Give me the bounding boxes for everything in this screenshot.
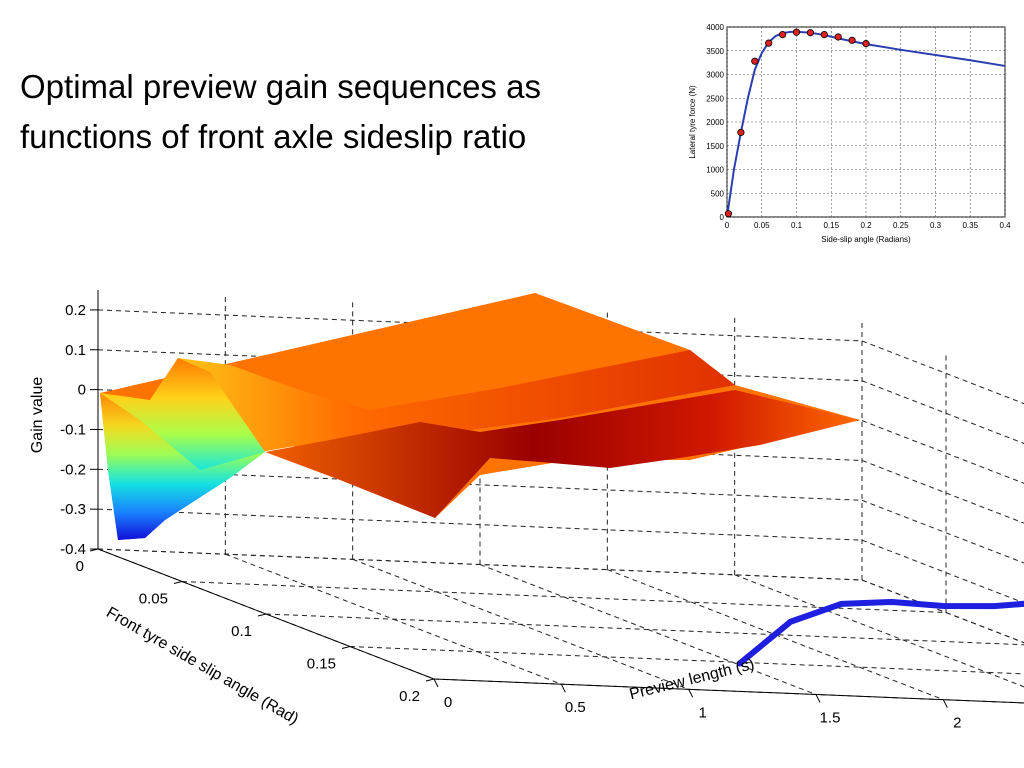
y-tick-mark	[89, 548, 99, 552]
floor-gridline	[349, 646, 1024, 675]
tyre-force-marker	[834, 33, 842, 41]
y-tick-mark	[257, 613, 267, 617]
surface-front-trough	[265, 390, 860, 518]
tyre-force-marker	[862, 40, 870, 48]
z-tick-labels: 0.2 0.1 0 -0.1 -0.2 -0.3 -0.4	[60, 302, 86, 558]
inset-x-tick-labels: 0 0.05 0.1 0.15 0.2 0.25 0.3 0.35 0.4	[725, 221, 1011, 230]
back-wall-gridline	[861, 420, 1024, 484]
tyre-force-marker	[751, 57, 759, 65]
tyre-force-inset-chart: 0 0.05 0.1 0.15 0.2 0.25 0.3 0.35 0.4 4000 3500 30…	[688, 23, 1011, 244]
inset-x-tick-label: 0.25	[893, 221, 909, 230]
main-chart-axes	[89, 290, 1024, 708]
x-tick-mark	[560, 683, 566, 693]
inset-x-tick-label: 0.2	[860, 221, 872, 230]
y-tick-label: 0.1	[231, 623, 252, 640]
x-tick-label: 0.5	[565, 699, 586, 716]
tyre-force-marker	[848, 36, 856, 44]
floor-gridline	[734, 574, 1024, 688]
inset-y-tick-label: 2000	[706, 118, 724, 127]
floor-gridline	[265, 613, 1024, 646]
z-tick-label: 0	[78, 382, 86, 399]
inset-y-tick-label: 1000	[706, 166, 724, 175]
x-tick-label: 1.5	[820, 710, 841, 727]
x-tick-labels: 00.511.522.53	[444, 694, 962, 732]
y-tick-label: 0.2	[399, 688, 420, 705]
surface-left-front-edge	[100, 393, 265, 540]
x-tick-mark	[815, 694, 821, 703]
tyre-force-curve	[726, 30, 1006, 218]
z-tick-label: -0.1	[60, 421, 86, 438]
back-wall-gridline	[861, 340, 1024, 405]
tyre-force-marker	[737, 128, 745, 137]
inset-y-tick-label: 2500	[706, 94, 724, 103]
gain-surface	[100, 293, 860, 540]
inset-x-tick-label: 0.15	[823, 221, 839, 230]
inset-x-tick-label: 0.3	[930, 221, 942, 230]
y-tick-mark	[425, 678, 435, 682]
inset-y-tick-label: 3000	[706, 71, 724, 80]
x-tick-mark	[433, 678, 439, 688]
x-tick-label: 1	[698, 704, 706, 721]
side-wall-gridline	[97, 548, 863, 581]
inset-x-tick-label: 0.1	[791, 221, 803, 230]
inset-x-tick-label: 0	[725, 221, 730, 230]
tyre-force-marker	[724, 210, 732, 218]
z-tick-label: 0.2	[65, 302, 86, 319]
inset-x-tick-label: 0.4	[999, 221, 1011, 230]
y-tick-mark	[173, 581, 183, 584]
z-tick-label: -0.2	[60, 461, 86, 478]
back-wall-gridline	[861, 499, 1024, 564]
floor-gridline	[433, 678, 1024, 704]
slide-title: Optimal preview gain sequences as functi…	[20, 68, 541, 155]
x-tick-label: 2	[953, 715, 961, 732]
x-tick-label: 0	[444, 694, 452, 711]
inset-x-axis-label: Side-slip angle (Radians)	[821, 235, 911, 244]
inset-y-tick-label: 500	[711, 189, 725, 198]
tyre-force-marker	[806, 29, 815, 37]
tyre-force-marker	[820, 30, 828, 39]
y-tick-label: 0.05	[139, 591, 168, 608]
surface-ridge	[150, 350, 735, 452]
z-tick-label: -0.3	[60, 501, 86, 518]
x-tick-mark	[688, 689, 694, 698]
inset-y-tick-label: 4000	[706, 23, 724, 32]
inset-y-tick-labels: 4000 3500 3000 2500 2000 1500 1000 500 0	[706, 23, 724, 222]
y-axis-label: Front tyre side slip angle (Rad)	[103, 604, 301, 728]
x-tick-mark	[942, 699, 948, 708]
y-tick-label: 0.15	[307, 656, 336, 673]
tyre-force-marker	[765, 39, 773, 47]
inset-x-tick-label: 0.05	[754, 221, 770, 230]
y-tick-label: 0	[76, 558, 84, 575]
z-axis-label: Gain value	[29, 377, 46, 454]
y-tick-mark	[341, 646, 351, 649]
x-axis-line	[433, 678, 1024, 704]
back-wall-gridline	[861, 380, 1024, 444]
inset-y-tick-label: 0	[720, 213, 725, 222]
tyre-force-marker	[779, 30, 787, 39]
tyre-force-marker	[792, 28, 801, 36]
back-wall-gridline	[861, 459, 1024, 524]
y-tick-labels: 0 0.05 0.1 0.15 0.2	[76, 558, 420, 705]
tyre-force-markers	[724, 28, 870, 218]
inset-y-tick-label: 1500	[706, 142, 724, 151]
z-tick-label: 0.1	[65, 342, 86, 359]
highlight-curve	[736, 598, 1024, 667]
inset-y-axis-label: Lateral tyre force (N)	[688, 85, 697, 159]
floor-gridline	[181, 581, 947, 613]
inset-y-tick-label: 3500	[706, 47, 724, 56]
side-wall-gridline	[97, 508, 863, 541]
z-tick-label: -0.4	[60, 541, 86, 558]
inset-x-tick-label: 0.35	[962, 221, 978, 230]
